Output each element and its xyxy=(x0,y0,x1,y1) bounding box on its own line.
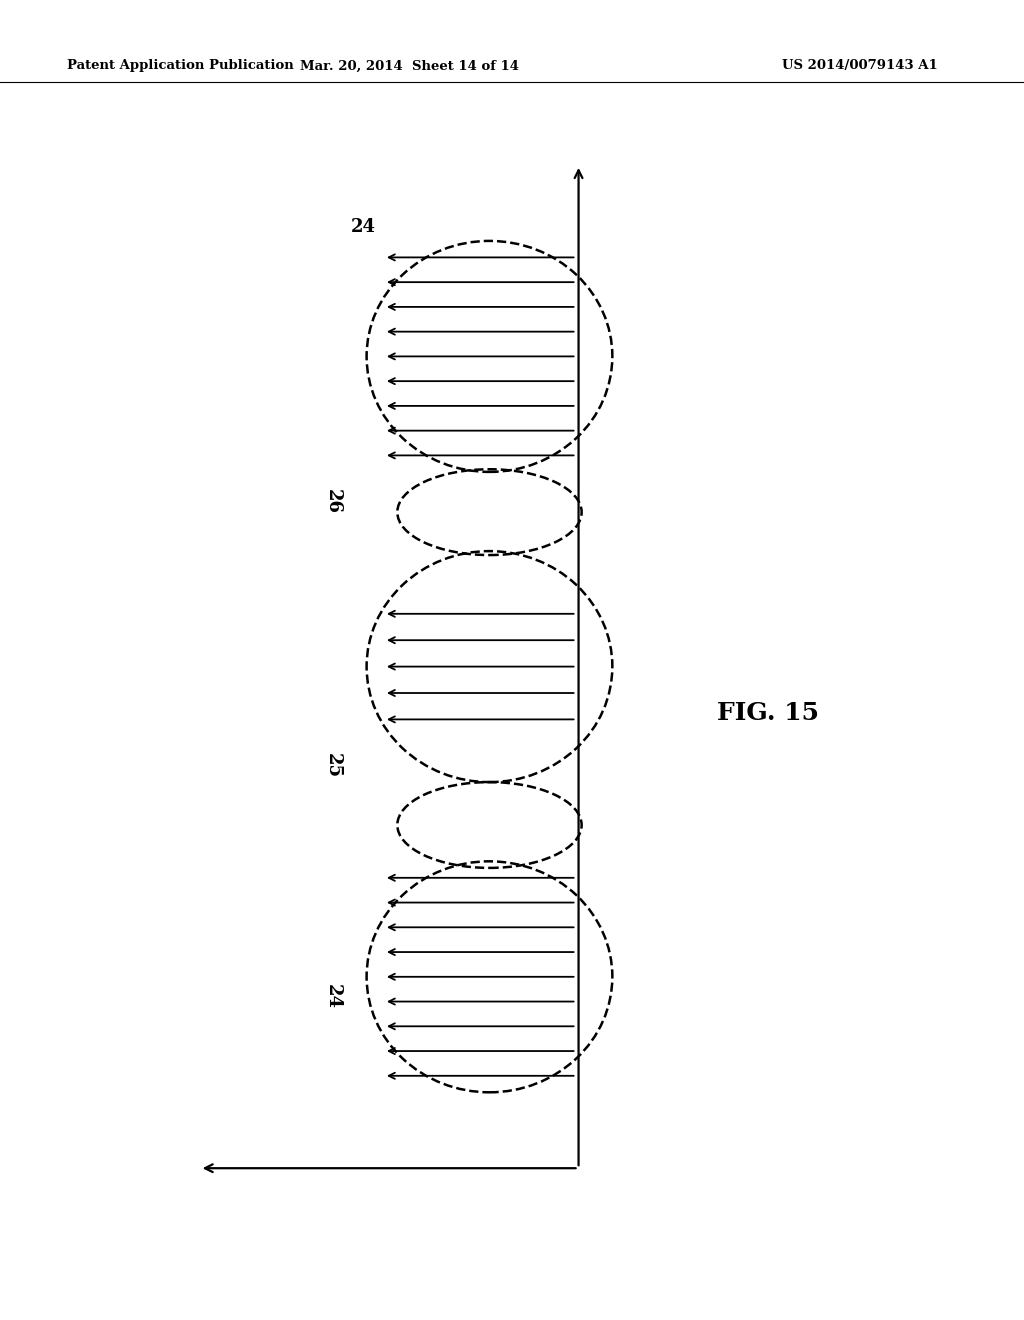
Text: Mar. 20, 2014  Sheet 14 of 14: Mar. 20, 2014 Sheet 14 of 14 xyxy=(300,59,519,73)
Text: 24: 24 xyxy=(351,218,376,236)
Text: US 2014/0079143 A1: US 2014/0079143 A1 xyxy=(782,59,938,73)
Text: 24: 24 xyxy=(324,985,342,1008)
Text: 25: 25 xyxy=(324,752,342,779)
Text: Patent Application Publication: Patent Application Publication xyxy=(67,59,293,73)
Text: 26: 26 xyxy=(324,490,342,513)
Text: FIG. 15: FIG. 15 xyxy=(717,701,819,725)
